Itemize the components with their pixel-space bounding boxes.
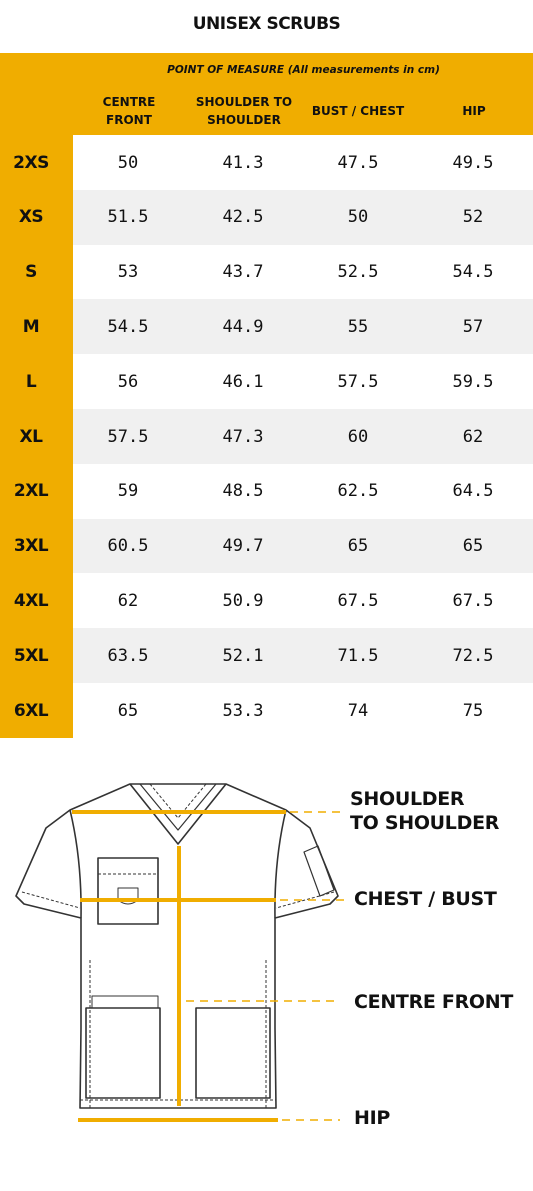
- table-cell: 63.5: [107, 645, 149, 666]
- point-of-measure-note: POINT OF MEASURE (All measurements in cm…: [167, 64, 440, 76]
- shoulder-label-line: SHOULDER: [350, 788, 465, 810]
- table-cell: 57.5: [107, 426, 149, 447]
- table-cell: 52.1: [222, 645, 264, 666]
- table-cell: 46.1: [222, 371, 264, 392]
- table-cell: 62: [462, 426, 484, 447]
- size-column: [0, 135, 73, 738]
- table-cell: 57.5: [337, 371, 379, 392]
- table-cell: 53: [117, 262, 139, 283]
- table-cell: 62: [117, 590, 139, 611]
- lower-pocket-left: [85, 1007, 161, 1099]
- table-row: [73, 244, 533, 300]
- page-title: UNISEX SCRUBS: [192, 14, 341, 34]
- table-cell: 44.9: [222, 316, 264, 337]
- table-cell: 60.5: [107, 536, 149, 557]
- shirt-sleeve-seam-left: [69, 809, 82, 919]
- size-label: 4XL: [13, 590, 49, 611]
- shirt-collar-inner: [139, 783, 217, 831]
- table-cell: 75: [462, 700, 484, 721]
- table-cell: 48.5: [222, 481, 264, 502]
- table-cell: 47.3: [222, 426, 264, 447]
- table-row: [73, 683, 533, 738]
- shoulder-label: SHOULDER TO SHOULDER: [350, 787, 499, 835]
- column-header-line: SHOULDER TO: [195, 95, 293, 109]
- centre-front-label: CENTRE FRONT: [354, 991, 514, 1013]
- table-row: [73, 518, 533, 574]
- size-label: L: [25, 371, 37, 392]
- chest-bust-label: CHEST / BUST: [354, 888, 497, 910]
- column-header-hip: HIP: [440, 91, 508, 131]
- table-cell: 52: [462, 207, 484, 228]
- table-cell: 42.5: [222, 207, 264, 228]
- size-label: 2XS: [13, 152, 49, 173]
- table-cell: 47.5: [337, 152, 379, 173]
- table-cell: 50: [117, 152, 139, 173]
- table-cell: 56: [117, 371, 139, 392]
- table-row: [73, 628, 533, 684]
- shirt-sleeve-seam-right: [274, 809, 287, 919]
- table-cell: 67.5: [337, 590, 379, 611]
- table-cell: 65: [117, 700, 139, 721]
- size-label: XL: [19, 426, 43, 447]
- column-header-line: CENTRE: [102, 95, 156, 109]
- column-header-line: HIP: [462, 104, 486, 118]
- table-row: [73, 299, 533, 355]
- table-cell: 74: [347, 700, 369, 721]
- table-cell: 60: [347, 426, 369, 447]
- shirt-outline: [15, 783, 339, 1109]
- table-cell: 62.5: [337, 481, 379, 502]
- table-cell: 57: [462, 316, 484, 337]
- table-row: [73, 189, 533, 245]
- table-row: [73, 573, 533, 629]
- table-cell: 72.5: [452, 645, 494, 666]
- size-label: M: [22, 316, 40, 337]
- table-cell: 41.3: [222, 152, 264, 173]
- table-cell: 53.3: [222, 700, 264, 721]
- column-header-shoulder: SHOULDER TO SHOULDER: [186, 91, 302, 131]
- table-cell: 55: [347, 316, 369, 337]
- column-header-centre-front: CENTRE FRONT: [90, 91, 168, 131]
- table-cell: 49.7: [222, 536, 264, 557]
- table-row: [73, 354, 533, 410]
- table-cell: 50.9: [222, 590, 264, 611]
- chest-pocket: [97, 857, 159, 925]
- table-header: [0, 53, 533, 135]
- table-cell: 59.5: [452, 371, 494, 392]
- table-cell: 59: [117, 481, 139, 502]
- table-cell: 43.7: [222, 262, 264, 283]
- table-cell: 50: [347, 207, 369, 228]
- table-cell: 49.5: [452, 152, 494, 173]
- table-cell: 71.5: [337, 645, 379, 666]
- size-label: 5XL: [13, 645, 49, 666]
- column-header-line: FRONT: [106, 113, 152, 127]
- size-label: 3XL: [13, 536, 49, 557]
- hip-label: HIP: [354, 1107, 390, 1129]
- table-cell: 65: [462, 536, 484, 557]
- shoulder-label-line: TO SHOULDER: [350, 812, 500, 834]
- column-header-line: SHOULDER: [207, 113, 281, 127]
- table-cell: 65: [347, 536, 369, 557]
- table-cell: 54.5: [452, 262, 494, 283]
- table-row: [73, 409, 533, 464]
- column-header-line: BUST / CHEST: [311, 104, 405, 118]
- lower-pocket-right: [195, 1007, 271, 1099]
- size-label: S: [25, 262, 37, 283]
- table-cell: 52.5: [337, 262, 379, 283]
- size-label: XS: [18, 207, 44, 228]
- size-label: 6XL: [13, 700, 49, 721]
- table-cell: 54.5: [107, 316, 149, 337]
- scrub-top-diagram: [15, 783, 345, 1122]
- column-header-bust-chest: BUST / CHEST: [300, 91, 416, 131]
- sleeve-pocket: [303, 845, 335, 897]
- table-cell: 67.5: [452, 590, 494, 611]
- table-cell: 64.5: [452, 481, 494, 502]
- table-row: [73, 463, 533, 519]
- size-label: 2XL: [13, 481, 49, 502]
- shirt-collar: [129, 783, 227, 845]
- table-row: [73, 135, 533, 190]
- table-cell: 51.5: [107, 207, 149, 228]
